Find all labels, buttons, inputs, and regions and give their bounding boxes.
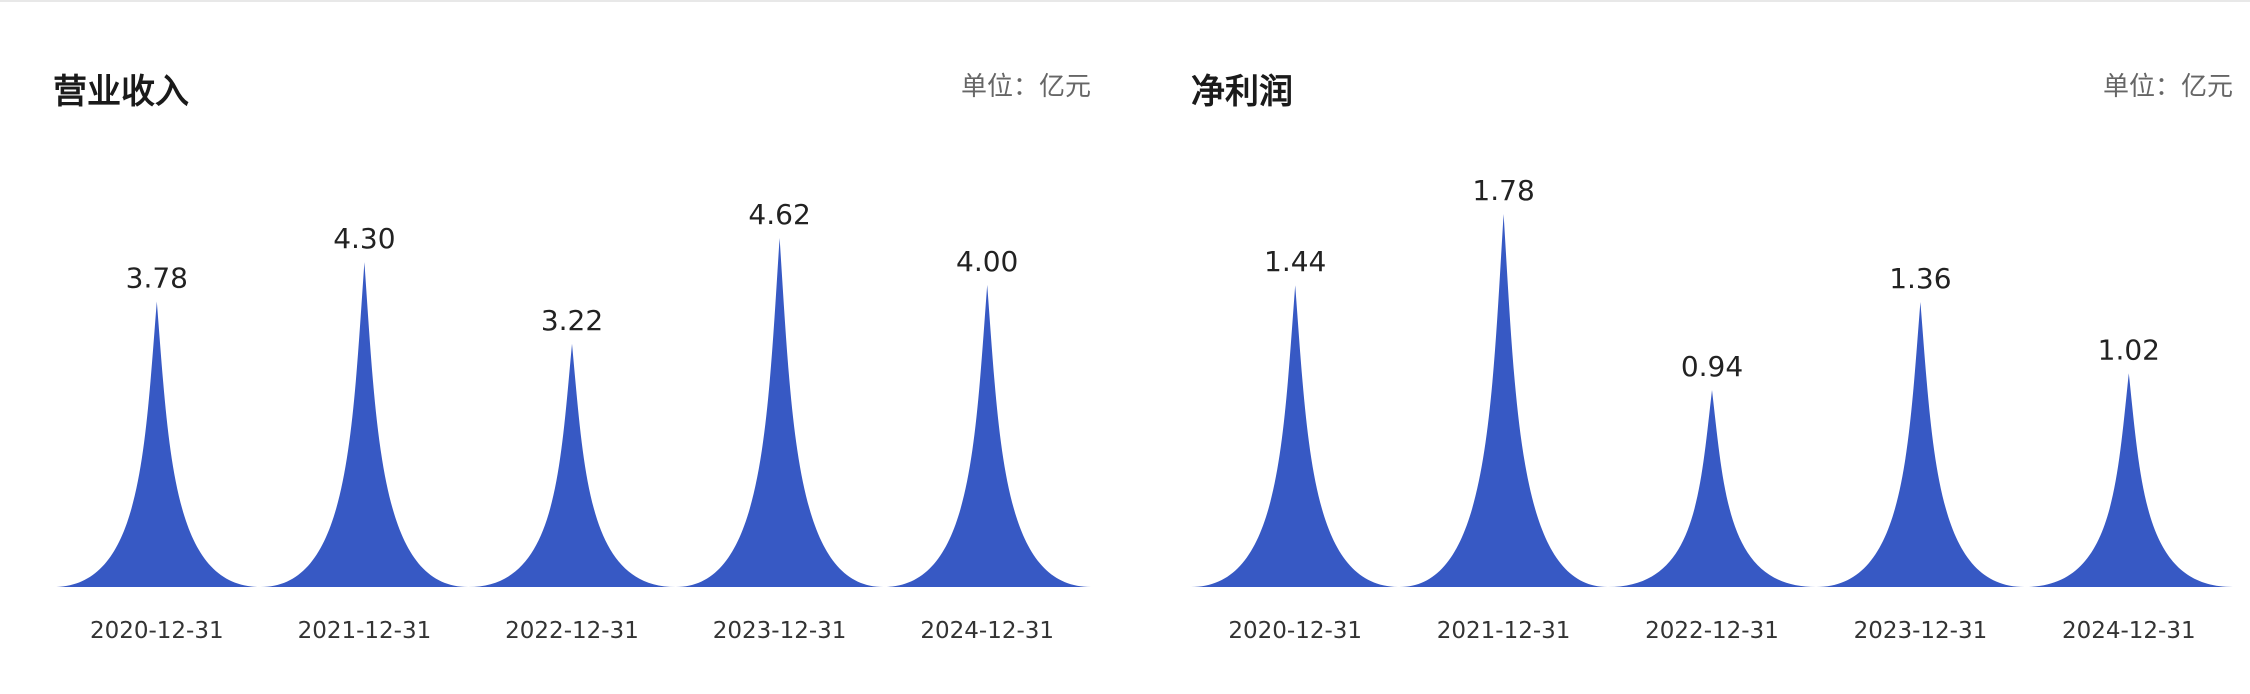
x-tick-label: 2022-12-31 xyxy=(1645,618,1779,644)
x-tick-label: 2020-12-31 xyxy=(1228,618,1362,644)
x-tick-label: 2024-12-31 xyxy=(2062,618,2196,644)
peak-bar xyxy=(1191,285,1400,587)
revenue-panel: 营业收入 单位：亿元 3.78 2020-12-31 4.30 2021-12-31 3… xyxy=(0,2,1125,694)
revenue-title: 营业收入 xyxy=(53,72,189,112)
peak-bar xyxy=(53,301,261,587)
value-label: 4.62 xyxy=(748,198,810,231)
x-tick-label: 2020-12-31 xyxy=(90,618,224,644)
value-label: 4.00 xyxy=(956,245,1018,278)
revenue-chart: 3.78 2020-12-31 4.30 2021-12-31 3.22 2022-12-… xyxy=(53,198,1091,644)
value-label: 1.44 xyxy=(1264,245,1326,278)
x-tick-label: 2023-12-31 xyxy=(713,618,847,644)
x-tick-label: 2021-12-31 xyxy=(1437,618,1571,644)
x-tick-label: 2023-12-31 xyxy=(1854,618,1988,644)
value-label: 0.94 xyxy=(1681,350,1743,383)
peak-bar xyxy=(1607,390,1817,587)
value-label: 3.78 xyxy=(126,261,188,294)
peak-bar xyxy=(1816,302,2025,587)
x-tick-label: 2024-12-31 xyxy=(920,618,1054,644)
value-label: 1.78 xyxy=(1472,174,1534,207)
peak-bar xyxy=(1399,214,1608,587)
peak-bar xyxy=(260,262,469,587)
value-label: 1.02 xyxy=(2098,333,2160,366)
peak-bar xyxy=(675,238,884,587)
value-label: 1.36 xyxy=(1889,262,1951,295)
value-label: 3.22 xyxy=(541,304,603,337)
net-profit-unit-label: 单位：亿元 xyxy=(2102,72,2233,102)
peak-bar xyxy=(883,284,1091,587)
x-tick-label: 2021-12-31 xyxy=(298,618,432,644)
revenue-unit-label: 单位：亿元 xyxy=(960,72,1091,102)
peak-bar xyxy=(2024,373,2233,587)
value-label: 4.30 xyxy=(333,222,395,255)
peak-bar xyxy=(468,343,676,587)
net-profit-chart: 1.44 2020-12-31 1.78 2021-12-31 0.94 2022-12-… xyxy=(1191,174,2233,644)
net-profit-panel: 净利润 单位：亿元 1.44 2020-12-31 1.78 2021-12-31 0.… xyxy=(1140,2,2250,694)
net-profit-title: 净利润 xyxy=(1191,72,1293,112)
x-tick-label: 2022-12-31 xyxy=(505,618,639,644)
